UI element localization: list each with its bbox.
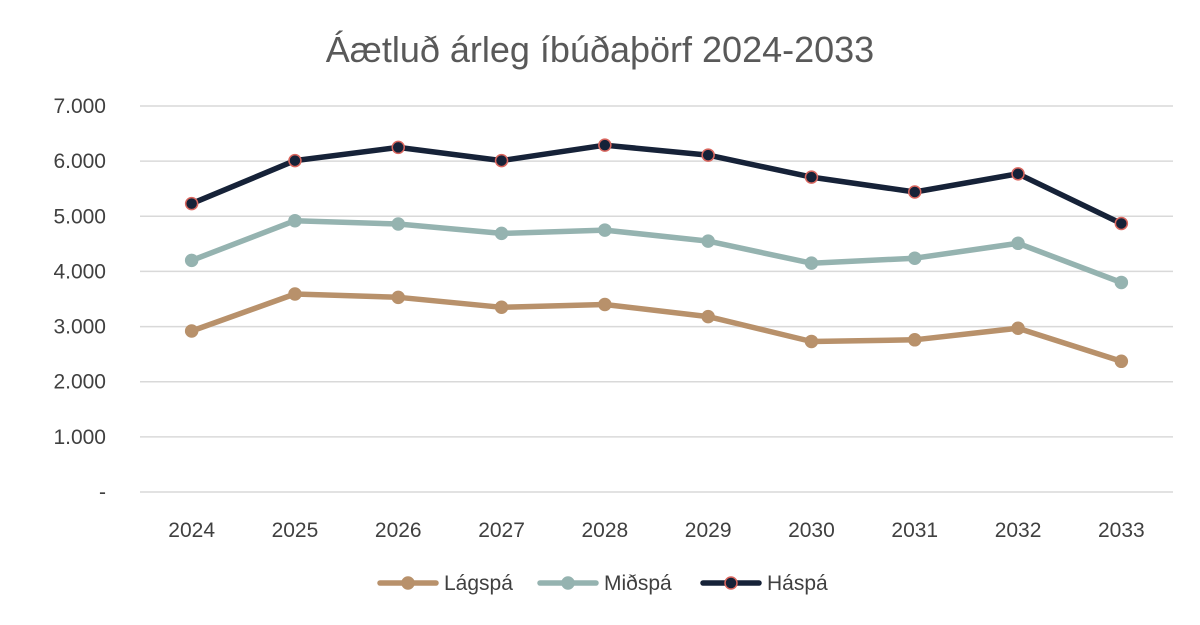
data-point [908,333,922,347]
series-Lágspá [184,287,1129,369]
x-tick-label: 2032 [995,519,1042,542]
legend-item: Lágspá [377,572,513,595]
y-tick-label: 7.000 [53,95,106,118]
x-tick-label: 2024 [168,519,215,542]
data-point [598,138,612,152]
legend: Lágspá Miðspá Háspá [377,572,828,595]
y-axis-ticks: - 1.000 2.000 3.000 4.000 5.000 6.000 7.000 [53,95,106,504]
x-tick-label: 2029 [685,519,732,542]
data-point [908,185,922,199]
data-point [701,148,715,162]
x-tick-label: 2026 [375,519,422,542]
chart-title: Áætluð árleg íbúðaþörf 2024-2033 [326,29,874,70]
series-lines [184,138,1129,369]
data-point [184,253,199,268]
legend-label: Háspá [767,572,828,595]
legend-item: Háspá [700,572,828,595]
data-point [598,297,612,312]
data-point [1011,321,1025,335]
data-point [804,170,819,184]
series-line [188,217,1125,286]
x-tick-label: 2028 [581,519,628,542]
x-tick-label: 2031 [891,519,938,542]
data-point [288,287,302,301]
series-line [188,142,1125,227]
x-tick-label: 2027 [478,519,525,542]
y-tick-label: 5.000 [53,205,106,228]
data-point [804,334,819,349]
data-point [494,226,509,241]
data-point [908,251,922,265]
x-tick-label: 2025 [272,519,319,542]
data-point [288,153,302,168]
x-tick-label: 2033 [1098,519,1145,542]
y-tick-label: 2.000 [53,371,106,394]
y-tick-label: - [99,481,106,504]
data-point [184,196,199,211]
data-point [701,234,715,248]
data-point [1011,236,1025,251]
legend-swatch-marker [561,576,575,590]
data-point [494,300,509,315]
data-point [391,217,405,231]
series-Háspá [184,138,1129,231]
data-point [1011,167,1025,181]
series-line [188,291,1125,365]
data-point [1114,354,1129,369]
legend-label: Miðspá [604,572,672,595]
data-point [391,290,405,305]
y-tick-label: 3.000 [53,316,106,339]
legend-swatch-marker [401,576,415,590]
data-point [701,309,715,324]
data-point [494,153,509,168]
legend-label: Lágspá [444,572,513,595]
x-tick-label: 2030 [788,519,835,542]
data-point [288,213,302,228]
legend-swatch-marker [724,576,738,590]
y-tick-label: 1.000 [53,426,106,449]
y-tick-label: 4.000 [53,260,106,283]
y-tick-label: 6.000 [53,150,106,173]
x-axis-ticks: 2024 2025 2026 2027 2028 2029 2030 2031 2032 2033 [168,519,1144,542]
series-Miðspá [184,213,1129,290]
data-point [598,223,612,237]
data-point [804,256,819,270]
legend-item: Miðspá [537,572,672,595]
data-point [184,324,199,338]
data-point [1114,275,1129,290]
data-point [1114,216,1129,231]
data-point [391,140,405,155]
